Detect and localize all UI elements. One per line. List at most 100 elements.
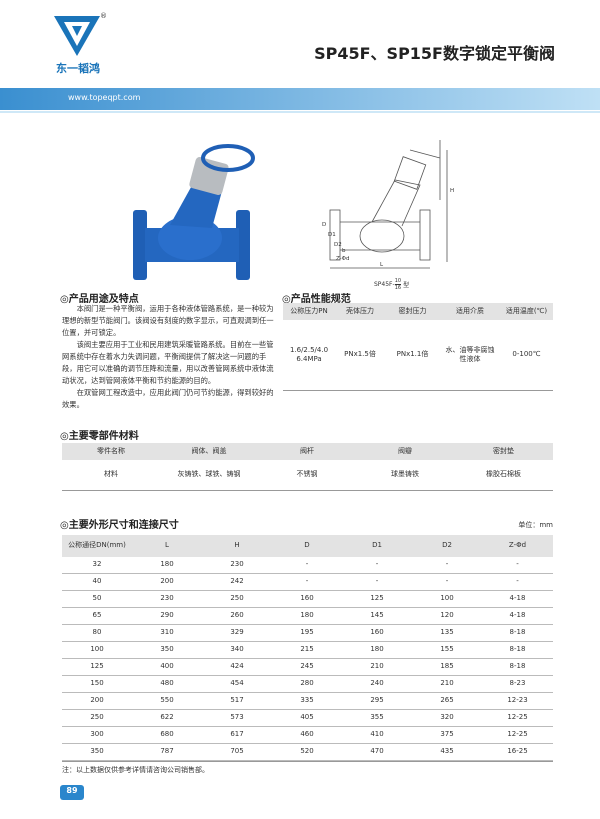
table-cell: 40	[62, 574, 132, 591]
drawing-model: SP45F- 10 16 型	[374, 278, 409, 291]
table-cell: -	[342, 574, 412, 591]
table-cell: 295	[342, 693, 412, 710]
table-cell: 460	[272, 727, 342, 744]
header-band	[0, 88, 600, 110]
table-cell: 灰铸铁、球铁、铸钢	[177, 470, 241, 479]
header-cell: 适用温度(℃)	[500, 303, 553, 320]
table-cell: PNx1.1倍	[396, 350, 429, 359]
table-cell: 375	[412, 727, 482, 744]
header-cell: 阀瓣	[356, 443, 454, 460]
valve-photo	[133, 144, 255, 280]
table-cell: 120	[412, 608, 482, 625]
table-cell: -	[482, 574, 553, 591]
header-cell: 密封压力	[385, 303, 440, 320]
table-cell: 260	[202, 608, 272, 625]
table-cell: 125	[62, 659, 132, 676]
table-cell: 705	[202, 744, 272, 761]
table-cell: 680	[132, 727, 202, 744]
section-heading: ◎主要外形尺寸和连接尺寸	[60, 520, 179, 531]
note: 注：以上数据仅供参考详情请咨询公司销售部。	[62, 766, 209, 774]
table-cell: 8-18	[482, 642, 553, 659]
section-heading: ◎产品性能规范	[282, 294, 351, 305]
paragraph: 本阀门是一种平衡阀，运用于各种液体管路系统，是一种较为理想的新型节能阀门。该阀设…	[62, 304, 274, 337]
table-cell: 350	[62, 744, 132, 761]
table-cell: 310	[132, 625, 202, 642]
table-cell: 180	[342, 642, 412, 659]
pn-top: 10	[394, 278, 402, 285]
table-cell: 787	[132, 744, 202, 761]
table-cell: -	[482, 557, 553, 574]
table-cell: 185	[412, 659, 482, 676]
table-cell: 454	[202, 676, 272, 693]
header-cell: 密封垫	[454, 443, 553, 460]
table-cell: 200	[132, 574, 202, 591]
table-cell: 160	[342, 625, 412, 642]
table-cell: 80	[62, 625, 132, 642]
model: SP45F-	[374, 281, 395, 288]
registered: ®	[100, 12, 107, 20]
table-cell: 410	[342, 727, 412, 744]
table-cell: 12-25	[482, 710, 553, 727]
header-cell: 零件名称	[62, 443, 160, 460]
table-cell: 200	[62, 693, 132, 710]
table-cell: 290	[132, 608, 202, 625]
table-cell: 245	[272, 659, 342, 676]
table-rule	[283, 390, 553, 391]
table-cell: 12-25	[482, 727, 553, 744]
website: www.topeqpt.com	[68, 93, 141, 102]
table-cell: 280	[272, 676, 342, 693]
table-cell: 180	[272, 608, 342, 625]
table-cell: 240	[342, 676, 412, 693]
table-cell: 50	[62, 591, 132, 608]
table-cell: 242	[202, 574, 272, 591]
table-cell: 320	[412, 710, 482, 727]
header-cell: 壳体压力	[335, 303, 385, 320]
section-heading: ◎产品用途及特点	[60, 294, 139, 305]
table-cell: 550	[132, 693, 202, 710]
table-cell: -	[272, 574, 342, 591]
table-cell: 250	[62, 710, 132, 727]
logo-text: 东一韬鸿	[56, 62, 100, 75]
page-number: 89	[66, 786, 78, 795]
table-cell: 230	[132, 591, 202, 608]
header-cell: 阀杆	[258, 443, 356, 460]
table-cell: -	[412, 557, 482, 574]
technical-drawing	[329, 140, 448, 269]
table-cell: 145	[342, 608, 412, 625]
dimension-label: D1	[328, 232, 336, 238]
table-cell: 400	[132, 659, 202, 676]
table-cell: 100	[412, 591, 482, 608]
logo-core	[72, 26, 82, 36]
header-cell: H	[202, 535, 272, 557]
header-cell: D	[272, 535, 342, 557]
table-cell: 8-18	[482, 625, 553, 642]
header-cell: Z-Φd	[482, 535, 553, 557]
header-cell: 公称通径DN(mm)	[62, 535, 132, 557]
table-cell: 水、油等非腐蚀性液体	[445, 345, 495, 363]
table-cell: 8-18	[482, 659, 553, 676]
table-cell: 622	[132, 710, 202, 727]
table-cell: 573	[202, 710, 272, 727]
pn-fraction: 10 16	[394, 278, 402, 291]
table-cell: -	[342, 557, 412, 574]
table-cell: 210	[342, 659, 412, 676]
table-cell: 12-23	[482, 693, 553, 710]
unit: 单位：mm	[518, 521, 553, 529]
table-cell: 617	[202, 727, 272, 744]
table-cell: 100	[62, 642, 132, 659]
features-text: 本阀门是一种平衡阀，运用于各种液体管路系统，是一种较为理想的新型节能阀门。该阀设…	[62, 303, 274, 411]
suffix: 型	[403, 282, 410, 289]
table-cell: 4-18	[482, 591, 553, 608]
table-cell: -	[272, 557, 342, 574]
dimension-label: D	[322, 222, 327, 228]
dimension-label: H	[450, 188, 455, 194]
table-cell: 65	[62, 608, 132, 625]
table-cell: -	[412, 574, 482, 591]
table-cell: 135	[412, 625, 482, 642]
table-cell: 435	[412, 744, 482, 761]
table-cell: 329	[202, 625, 272, 642]
table-cell: 350	[132, 642, 202, 659]
table-cell: 16-25	[482, 744, 553, 761]
